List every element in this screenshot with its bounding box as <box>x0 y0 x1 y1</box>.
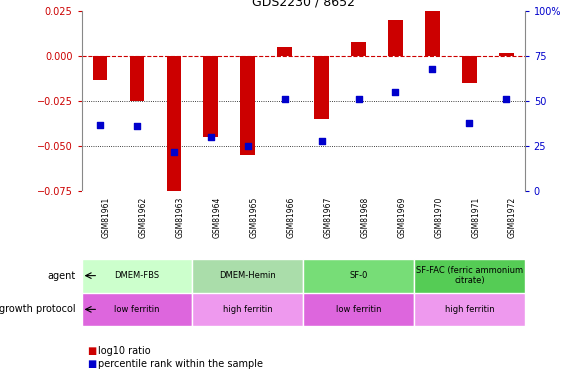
Text: GSM81972: GSM81972 <box>508 196 517 238</box>
Text: ■: ■ <box>87 359 97 369</box>
Text: percentile rank within the sample: percentile rank within the sample <box>98 359 263 369</box>
Text: GSM81964: GSM81964 <box>213 196 222 238</box>
Text: SF-0: SF-0 <box>349 271 368 280</box>
Point <box>317 138 326 144</box>
Text: GSM81971: GSM81971 <box>471 196 480 238</box>
Bar <box>351 42 366 56</box>
Text: ■: ■ <box>87 346 97 355</box>
Text: high ferritin: high ferritin <box>223 305 273 314</box>
Bar <box>278 47 292 56</box>
Bar <box>240 56 255 155</box>
Point <box>465 120 474 126</box>
Text: GSM81968: GSM81968 <box>360 196 370 238</box>
Text: GSM81970: GSM81970 <box>434 196 443 238</box>
Point <box>169 148 178 154</box>
Bar <box>462 56 477 83</box>
Text: DMEM-FBS: DMEM-FBS <box>114 271 160 280</box>
Text: low ferritin: low ferritin <box>336 305 381 314</box>
Text: GSM81967: GSM81967 <box>324 196 332 238</box>
Text: log10 ratio: log10 ratio <box>98 346 150 355</box>
Bar <box>303 259 414 292</box>
Text: GSM81969: GSM81969 <box>398 196 406 238</box>
Text: high ferritin: high ferritin <box>444 305 494 314</box>
Text: GSM81965: GSM81965 <box>250 196 259 238</box>
Point <box>243 143 252 149</box>
Point <box>354 96 363 102</box>
Text: GSM81963: GSM81963 <box>176 196 185 238</box>
Bar <box>82 259 192 292</box>
Bar <box>499 53 514 56</box>
Title: GDS2230 / 8652: GDS2230 / 8652 <box>252 0 354 9</box>
Text: GSM81962: GSM81962 <box>139 196 148 238</box>
Text: low ferritin: low ferritin <box>114 305 160 314</box>
Text: GSM81966: GSM81966 <box>286 196 296 238</box>
Text: growth protocol: growth protocol <box>0 304 76 314</box>
Bar <box>414 259 525 292</box>
Bar <box>425 11 440 56</box>
Bar <box>129 56 145 101</box>
Bar <box>414 292 525 326</box>
Text: agent: agent <box>48 271 76 280</box>
Point <box>391 89 400 95</box>
Bar <box>388 20 403 56</box>
Point <box>132 123 142 129</box>
Bar <box>303 292 414 326</box>
Point <box>206 134 216 140</box>
Bar <box>82 292 192 326</box>
Bar <box>192 259 303 292</box>
Bar <box>203 56 218 137</box>
Point <box>280 96 289 102</box>
Point <box>428 66 437 72</box>
Point <box>96 122 105 128</box>
Point <box>501 96 511 102</box>
Bar <box>314 56 329 119</box>
Bar <box>93 56 107 80</box>
Text: SF-FAC (ferric ammonium
citrate): SF-FAC (ferric ammonium citrate) <box>416 266 523 285</box>
Text: GSM81961: GSM81961 <box>102 196 111 238</box>
Text: DMEM-Hemin: DMEM-Hemin <box>219 271 276 280</box>
Bar <box>167 56 181 196</box>
Bar <box>192 292 303 326</box>
